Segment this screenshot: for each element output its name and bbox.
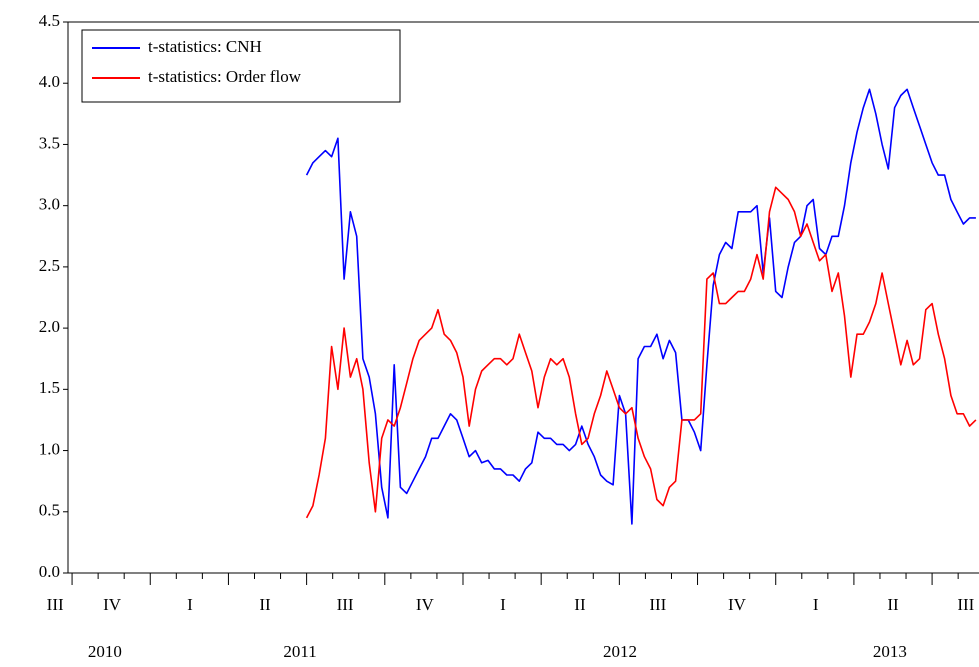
legend: t-statistics: CNH t-statistics: Order flo…	[81, 29, 401, 103]
x-tick-label: II	[574, 595, 586, 614]
data-line	[305, 88, 976, 525]
x-tick-label: III	[337, 595, 354, 614]
x-tick-label: II	[887, 595, 899, 614]
year-label: 2011	[283, 642, 316, 661]
y-tick-label: 0.5	[39, 501, 60, 520]
x-tick-label: IV	[728, 595, 747, 614]
x-tick-label: I	[500, 595, 506, 614]
x-tick-label: I	[187, 595, 193, 614]
year-label: 2013	[873, 642, 907, 661]
legend-label: t-statistics: CNH	[148, 37, 262, 56]
y-tick-label: 3.5	[39, 133, 60, 152]
y-tick-label: 1.0	[39, 439, 60, 458]
x-tick-label: I	[813, 595, 819, 614]
x-tick-label: III	[47, 595, 64, 614]
y-tick-label: 1.5	[39, 378, 60, 397]
y-tick-label: 4.0	[39, 72, 60, 91]
y-tick-label: 2.5	[39, 256, 60, 275]
x-tick-label: IV	[103, 595, 122, 614]
x-tick-label: II	[259, 595, 271, 614]
y-tick-label: 2.0	[39, 317, 60, 336]
y-tick-label: 3.0	[39, 195, 60, 214]
legend-box	[81, 29, 401, 103]
legend-label: t-statistics: Order flow	[148, 67, 302, 86]
y-tick-label: 4.5	[39, 11, 60, 30]
x-tick-label: III	[649, 595, 666, 614]
year-label: 2012	[603, 642, 637, 661]
x-tick-label: IV	[416, 595, 435, 614]
y-tick-label: 0.0	[39, 562, 60, 581]
data-line	[305, 186, 977, 519]
x-tick-label: III	[957, 595, 974, 614]
year-label: 2010	[88, 642, 122, 661]
